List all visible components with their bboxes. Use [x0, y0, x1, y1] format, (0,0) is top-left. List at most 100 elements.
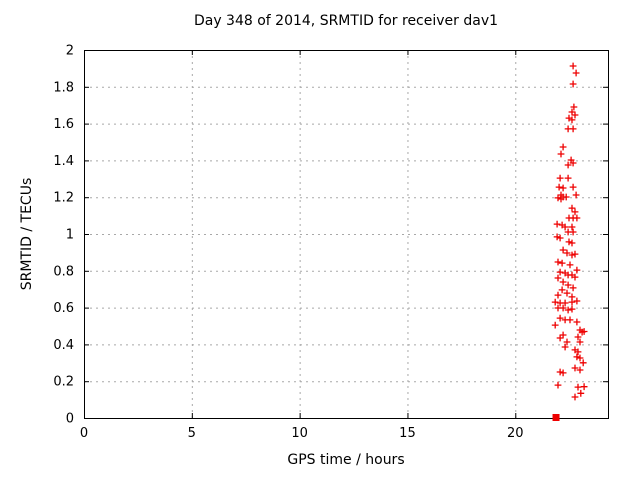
data-point-marker — [554, 291, 562, 299]
data-point-marker — [559, 304, 567, 312]
data-point-marker — [564, 281, 572, 289]
y-tick-label: 1.2 — [53, 191, 74, 206]
data-point-marker — [554, 194, 562, 202]
data-point-marker — [569, 80, 577, 88]
y-tick-label: 0.6 — [53, 301, 74, 316]
data-point-marker — [571, 208, 579, 216]
data-point-marker — [556, 268, 564, 276]
x-tick-label: 20 — [507, 426, 524, 441]
data-point-marker — [558, 286, 566, 294]
y-tick-label: 1 — [66, 228, 74, 243]
data-point-marker — [579, 359, 587, 367]
data-point-marker — [569, 183, 577, 191]
data-point-marker — [568, 116, 576, 124]
data-point-marker — [563, 338, 571, 346]
y-tick-label: 0 — [66, 412, 74, 427]
data-point-marker — [553, 233, 561, 241]
data-point-marker — [564, 306, 572, 314]
data-point-marker — [551, 298, 559, 306]
x-tick-label: 10 — [291, 426, 308, 441]
data-point-marker — [563, 289, 571, 297]
data-point-marker — [573, 266, 581, 274]
data-point-marker — [559, 143, 567, 151]
data-point-marker — [565, 238, 573, 246]
data-point-marker — [566, 261, 574, 269]
y-tick-label: 1.4 — [53, 154, 74, 169]
data-point-marker — [576, 354, 584, 362]
data-point-marker — [568, 108, 576, 116]
data-point-marker — [555, 183, 563, 191]
data-point-marker — [569, 62, 577, 70]
data-point-marker — [557, 195, 565, 203]
data-point-marker — [572, 191, 580, 199]
data-point-marker — [556, 234, 564, 242]
data-point-marker — [559, 278, 567, 286]
data-point-marker — [576, 338, 584, 346]
y-tick-label: 2 — [66, 44, 74, 59]
data-point-marker — [574, 333, 582, 341]
zero-square-marker — [552, 414, 560, 421]
data-point-marker — [551, 321, 559, 329]
data-point-marker — [569, 284, 577, 292]
data-point-marker — [554, 274, 562, 282]
data-point-marker — [569, 159, 577, 167]
data-point-marker — [569, 228, 577, 236]
data-point-marker — [556, 314, 564, 322]
data-point-marker — [571, 250, 579, 258]
data-point-marker — [559, 184, 567, 192]
data-point-marker — [576, 366, 584, 374]
data-point-marker — [561, 343, 569, 351]
data-point-marker — [571, 273, 579, 281]
y-tick-label: 1.6 — [53, 117, 74, 132]
chart-title: Day 348 of 2014, SRMTID for receiver dav… — [193, 13, 499, 29]
y-tick-label: 0.4 — [53, 338, 74, 353]
data-point-marker — [559, 246, 567, 254]
data-point-marker — [572, 69, 580, 77]
data-point-marker — [559, 331, 567, 339]
x-tick-label: 5 — [188, 426, 196, 441]
data-point-marker — [563, 249, 571, 257]
data-point-marker — [556, 334, 564, 342]
data-point-marker — [561, 299, 569, 307]
data-point-marker — [556, 368, 564, 376]
y-tick-label: 0.8 — [53, 264, 74, 279]
data-point-marker — [577, 389, 585, 397]
data-point-marker — [562, 193, 570, 201]
data-point-marker — [571, 111, 579, 119]
data-point-marker — [568, 239, 576, 247]
data-point-marker — [568, 298, 576, 306]
data-point-marker — [553, 220, 561, 228]
y-tick-label: 1.8 — [53, 80, 74, 95]
data-point-marker — [571, 393, 579, 401]
data-point-marker — [556, 174, 564, 182]
data-point-marker — [559, 369, 567, 377]
data-point-marker — [554, 258, 562, 266]
data-point-marker — [580, 383, 588, 391]
data-point-marker — [557, 150, 565, 158]
data-point-marker — [566, 316, 574, 324]
data-point-marker — [564, 174, 572, 182]
x-axis-label: GPS time / hours — [287, 452, 405, 468]
x-tick-label: 0 — [80, 426, 88, 441]
data-point-marker — [573, 214, 581, 222]
data-point-marker — [573, 353, 581, 361]
data-point-marker — [574, 383, 582, 391]
data-point-marker — [573, 318, 581, 326]
data-point-marker — [554, 381, 562, 389]
data-point-marker — [561, 223, 569, 231]
y-tick-label: 0.2 — [53, 375, 74, 390]
data-point-marker — [573, 297, 581, 305]
data-point-marker — [571, 364, 579, 372]
data-point-marker — [574, 348, 582, 356]
data-point-marker — [568, 223, 576, 231]
x-tick-label: 15 — [399, 426, 416, 441]
data-point-marker — [570, 103, 578, 111]
data-point-marker — [568, 251, 576, 259]
data-point-marker — [568, 204, 576, 212]
data-point-marker — [578, 328, 586, 336]
data-point-marker — [569, 125, 577, 133]
data-point-marker — [558, 259, 566, 267]
data-point-marker — [568, 305, 576, 313]
